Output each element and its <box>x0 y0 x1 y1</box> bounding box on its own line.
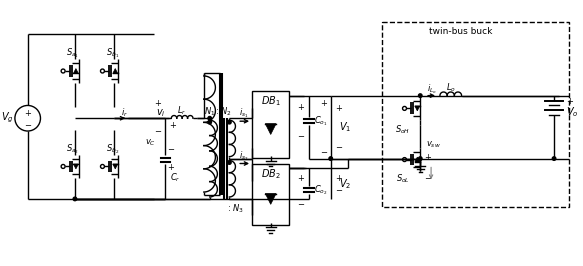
Text: $S_{oL}$: $S_{oL}$ <box>396 173 409 185</box>
Polygon shape <box>415 157 420 162</box>
Text: $S_{a_2}$: $S_{a_2}$ <box>66 142 79 156</box>
Text: $N_1 : N_2$: $N_1 : N_2$ <box>203 105 231 118</box>
Circle shape <box>419 94 422 97</box>
Polygon shape <box>265 193 276 204</box>
Text: $L_o$: $L_o$ <box>446 81 456 94</box>
Text: $+$: $+$ <box>319 98 328 109</box>
Text: $-$: $-$ <box>24 119 31 128</box>
Text: $-$: $-$ <box>424 172 433 181</box>
Text: $+$: $+$ <box>297 102 305 113</box>
Text: $V_o$: $V_o$ <box>566 105 578 119</box>
Polygon shape <box>113 69 118 73</box>
Text: $i_{s_2}$: $i_{s_2}$ <box>240 150 249 163</box>
Circle shape <box>329 157 332 160</box>
Text: $DB_2$: $DB_2$ <box>261 167 280 181</box>
Polygon shape <box>73 69 78 73</box>
Text: $+$: $+$ <box>566 95 574 106</box>
Text: $i_{L_o}$: $i_{L_o}$ <box>427 83 437 97</box>
Text: $-$: $-$ <box>154 126 161 135</box>
Polygon shape <box>415 106 420 111</box>
Text: $v_{sw}$: $v_{sw}$ <box>426 140 441 150</box>
Text: $i_r$: $i_r$ <box>121 106 128 119</box>
Text: $V_2$: $V_2$ <box>339 177 351 190</box>
Text: $-$: $-$ <box>297 198 305 207</box>
Text: $+$: $+$ <box>154 98 161 109</box>
Text: twin-bus buck: twin-bus buck <box>429 27 492 36</box>
Text: $L_r$: $L_r$ <box>177 104 187 117</box>
Circle shape <box>227 161 231 164</box>
Text: $+$: $+$ <box>169 120 177 130</box>
Polygon shape <box>265 124 276 135</box>
Text: $-$: $-$ <box>167 143 175 152</box>
Circle shape <box>227 120 231 124</box>
Text: $S_{oH}$: $S_{oH}$ <box>395 124 410 136</box>
Circle shape <box>419 157 422 160</box>
Text: $DB_1$: $DB_1$ <box>261 95 280 109</box>
Text: $+$: $+$ <box>424 152 432 162</box>
Text: $+$: $+$ <box>335 103 343 113</box>
Text: $+$: $+$ <box>167 163 175 172</box>
Text: $+$: $+$ <box>297 173 305 183</box>
Text: $S_{b_1}$: $S_{b_1}$ <box>106 47 119 60</box>
Text: $V_1$: $V_1$ <box>339 120 351 134</box>
Circle shape <box>73 197 77 201</box>
Text: $-$: $-$ <box>297 130 305 139</box>
Text: $S_{b_2}$: $S_{b_2}$ <box>106 142 119 156</box>
Text: $+$: $+$ <box>335 173 343 183</box>
Text: $C_{o_2}$: $C_{o_2}$ <box>314 183 328 197</box>
Text: $-$: $-$ <box>319 146 328 155</box>
Text: $v_i$: $v_i$ <box>156 107 165 119</box>
Circle shape <box>208 117 212 120</box>
Text: $S_{a_1}$: $S_{a_1}$ <box>66 47 79 60</box>
Text: $i_{s_1}$: $i_{s_1}$ <box>240 107 249 120</box>
Circle shape <box>552 157 556 160</box>
Polygon shape <box>73 164 78 169</box>
Text: $: N_3$: $: N_3$ <box>226 202 244 215</box>
Bar <box>252 91 289 157</box>
Text: +: + <box>24 109 31 118</box>
Text: $-$: $-$ <box>335 141 343 150</box>
Text: $V_g$: $V_g$ <box>1 111 14 126</box>
Circle shape <box>208 120 212 124</box>
Text: $C_{o_1}$: $C_{o_1}$ <box>314 114 328 128</box>
Text: $C_r$: $C_r$ <box>170 171 181 184</box>
Text: $-$: $-$ <box>335 185 343 194</box>
Bar <box>252 164 289 225</box>
Text: $v_C$: $v_C$ <box>145 138 156 148</box>
Polygon shape <box>113 164 118 169</box>
